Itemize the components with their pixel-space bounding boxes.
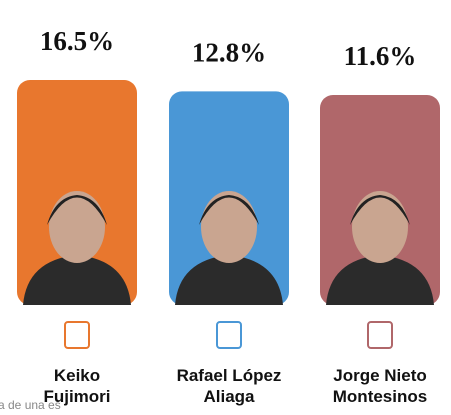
candidate-name: Keiko Fujimori [43,366,111,406]
candidate-name: Jorge Nieto Montesinos [332,366,428,406]
portrait [175,191,283,305]
note: a de una es [0,398,61,412]
party-logo [367,321,393,349]
portrait-hair [199,195,259,225]
portrait-head [352,191,408,263]
value-label: 12.8% [192,37,266,67]
portrait-body [23,255,131,305]
portrait-hair [47,195,107,225]
portrait-body [326,255,434,305]
portrait-body [175,255,283,305]
portrait-hair [350,195,410,225]
value-label: 16.5% [40,26,114,56]
portrait-head [49,191,105,263]
portrait [326,191,434,305]
party-logo [64,321,90,349]
value-label: 11.6% [344,41,417,71]
portrait [23,191,131,305]
party-logo [216,321,242,349]
portrait-head [201,191,257,263]
candidate-name: Rafael López Aliaga [176,366,282,406]
